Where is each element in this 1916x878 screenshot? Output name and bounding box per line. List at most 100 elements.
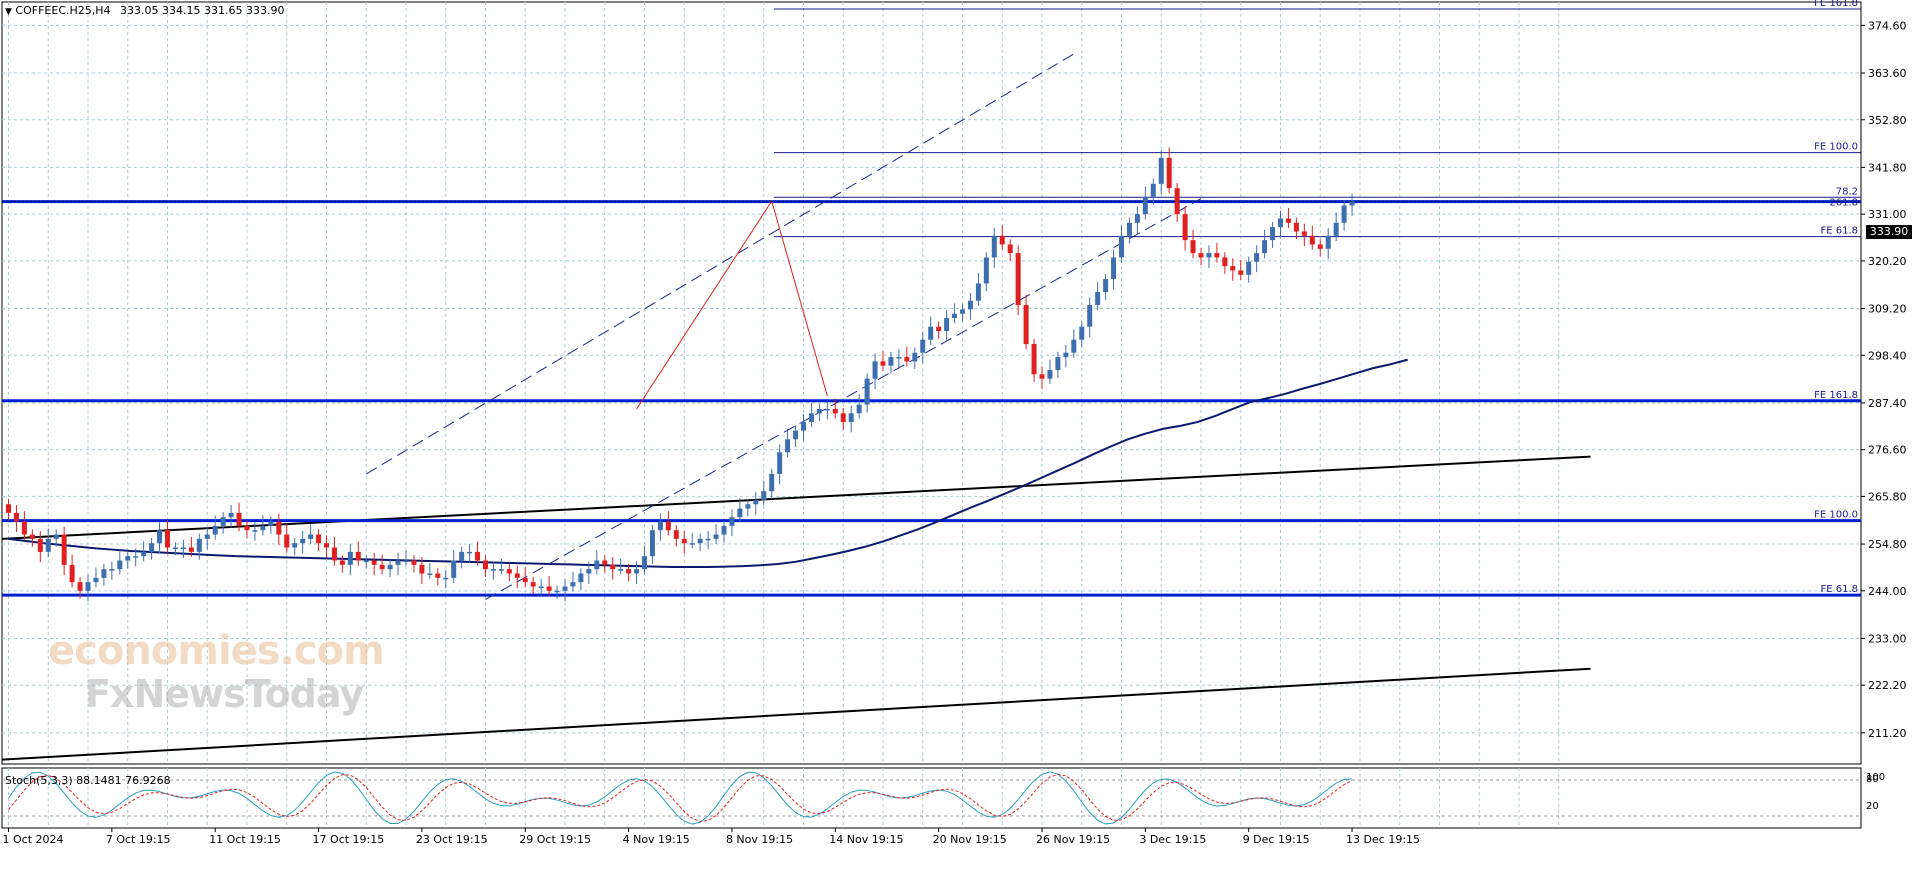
x-tick-label: 13 Dec 19:15 (1346, 833, 1420, 846)
watermark-fxnewstoday: FxNewsToday (85, 672, 364, 716)
candle-body (196, 538, 202, 552)
candle-body (157, 530, 163, 544)
y-tick-label: 276.60 (1868, 444, 1907, 457)
candle-body (165, 530, 170, 548)
candle-body (1182, 214, 1188, 241)
candle-body (808, 413, 814, 422)
candle-body (689, 543, 695, 545)
candle-body (999, 235, 1005, 245)
trendline (1, 667, 1591, 761)
candle-body (371, 560, 377, 565)
candle-body (109, 569, 115, 571)
candle-body (1278, 218, 1283, 228)
candle-body (657, 521, 663, 531)
candle-body (1317, 244, 1323, 249)
candle-body (952, 313, 958, 319)
x-tick-label: 23 Oct 19:15 (416, 833, 488, 846)
candle-body (785, 439, 791, 453)
candle-body (37, 538, 43, 552)
candle-body (626, 569, 632, 574)
fib-expansion-label: FE 61.8 (1820, 226, 1858, 237)
candle-body (1158, 157, 1164, 184)
x-tick-label: 3 Dec 19:15 (1139, 833, 1206, 846)
candle-body (538, 586, 544, 588)
candle-body (824, 408, 830, 411)
candle-body (244, 525, 250, 531)
stoch-d-line (8, 773, 1353, 822)
stoch-scale-bottom: 20 (1866, 801, 1879, 812)
candle-body (1270, 227, 1276, 241)
x-tick-label: 11 Oct 19:15 (209, 833, 281, 846)
candle-body (705, 538, 711, 541)
chart-menu-icon[interactable]: ▼ (5, 7, 12, 17)
candle-body (1309, 235, 1315, 245)
candle-body (562, 586, 568, 591)
candle-body (1349, 201, 1355, 206)
channel-line-upper (365, 53, 1075, 475)
candle-body (1206, 253, 1212, 258)
y-tick-label: 287.40 (1868, 397, 1907, 410)
candle-body (355, 551, 361, 561)
candle-body (387, 564, 393, 570)
candle-body (665, 521, 671, 531)
current-price-tag: 333.90 (1866, 225, 1912, 239)
channel-line-lower (485, 198, 1202, 600)
candle-body (856, 404, 862, 414)
chart-header: ▼ COFFEEC.H25,H4 333.05 334.15 331.65 33… (5, 4, 284, 17)
watermark-economies: economies.com (48, 628, 385, 674)
candle-body (832, 408, 838, 414)
candle-body (308, 534, 314, 539)
candle-body (77, 582, 83, 591)
symbol-label: COFFEEC.H25,H4 (15, 4, 111, 17)
candle-body (1341, 205, 1347, 223)
candle-body (896, 357, 902, 359)
candle-body (300, 538, 306, 544)
fib-expansion-label: FE 100.0 (1814, 142, 1858, 153)
candle-body (204, 534, 210, 539)
candle-body (292, 543, 298, 548)
candle-body (1293, 222, 1299, 232)
candle-body (729, 517, 735, 526)
candle-body (960, 309, 965, 314)
candle-body (435, 573, 441, 578)
candle-body (983, 257, 989, 284)
candle-body (967, 300, 973, 310)
candle-body (1301, 231, 1307, 236)
candle-body (912, 352, 918, 362)
candle-body (649, 530, 655, 557)
candle-body (498, 569, 504, 571)
candle-body (149, 543, 155, 552)
candle-body (467, 551, 473, 554)
candle-body (1031, 344, 1037, 375)
candle-body (13, 512, 19, 522)
candle-body (761, 491, 767, 500)
candle-body (427, 573, 433, 575)
x-tick-label: 8 Nov 19:15 (726, 833, 793, 846)
y-tick-label: 298.40 (1868, 349, 1907, 362)
candle-body (316, 534, 322, 544)
stoch-k-line (8, 771, 1353, 825)
candle-body (411, 560, 417, 565)
zigzag-line (636, 199, 828, 410)
candle-body (85, 582, 91, 591)
candle-body (1262, 240, 1268, 254)
candle-body (188, 547, 194, 552)
candle-body (6, 504, 11, 513)
candle-body (944, 318, 950, 332)
candle-body (554, 590, 560, 593)
trendline (1, 455, 1591, 540)
candle-body (506, 569, 512, 574)
y-tick-label: 265.80 (1868, 490, 1907, 503)
candle-body (848, 413, 854, 422)
candle-body (125, 556, 131, 561)
x-tick-label: 1 Oct 2024 (3, 833, 64, 846)
candle-body (324, 543, 329, 548)
candle-body (451, 560, 457, 578)
candle-body (777, 452, 783, 474)
candle-body (53, 534, 59, 539)
y-tick-label: 244.00 (1868, 585, 1907, 598)
candle-body (673, 530, 679, 539)
candle-body (753, 499, 759, 505)
candle-body (586, 569, 592, 574)
